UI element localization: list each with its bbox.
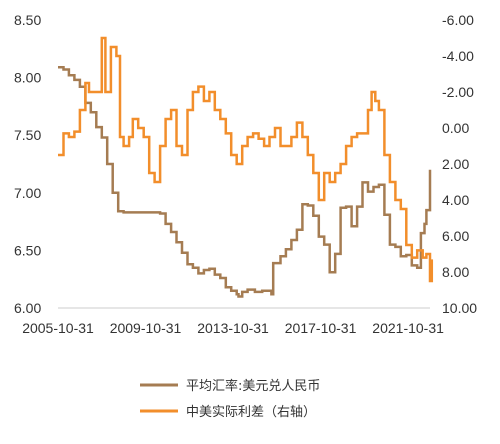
y-right-tick-label: 10.00 [442, 300, 477, 316]
y-right-tick-label: 2.00 [442, 156, 469, 172]
x-tick-label: 2017-10-31 [285, 320, 357, 336]
y-right-tick-label: -6.00 [442, 12, 474, 28]
series-line-rate-spread [58, 36, 434, 283]
y-right-tick-label: -2.00 [442, 84, 474, 100]
x-tick-label: 2005-10-31 [22, 320, 94, 336]
y-right-axis: -6.00 -4.00 -2.00 0.00 2.00 4.00 6.00 8.00 10.00 [442, 12, 477, 316]
y-left-tick-label: 7.00 [14, 185, 41, 201]
y-right-tick-label: -4.00 [442, 48, 474, 64]
x-tick-label: 2009-10-31 [110, 320, 182, 336]
y-left-tick-label: 8.50 [14, 12, 41, 28]
series-line-exchange-rate [58, 65, 432, 298]
y-right-tick-label: 6.00 [442, 228, 469, 244]
y-right-tick-label: 8.00 [442, 264, 469, 280]
y-left-axis: 8.50 8.00 7.50 7.00 6.50 6.00 [14, 12, 41, 316]
y-left-tick-label: 7.50 [14, 127, 41, 143]
x-axis: 2005-10-31 2009-10-31 2013-10-31 2017-10-31… [22, 320, 444, 336]
x-tick-label: 2021-10-31 [372, 320, 444, 336]
legend-label: 中美实际利差（右轴） [186, 405, 316, 420]
y-right-tick-label: 4.00 [442, 192, 469, 208]
legend-label: 平均汇率:美元兑人民币 [186, 378, 320, 394]
y-right-tick-label: 0.00 [442, 120, 469, 136]
series-layer [58, 36, 434, 298]
y-left-tick-label: 6.50 [14, 242, 41, 258]
y-left-tick-label: 6.00 [14, 300, 41, 316]
x-tick-label: 2013-10-31 [197, 320, 269, 336]
y-left-tick-label: 8.00 [14, 70, 41, 86]
